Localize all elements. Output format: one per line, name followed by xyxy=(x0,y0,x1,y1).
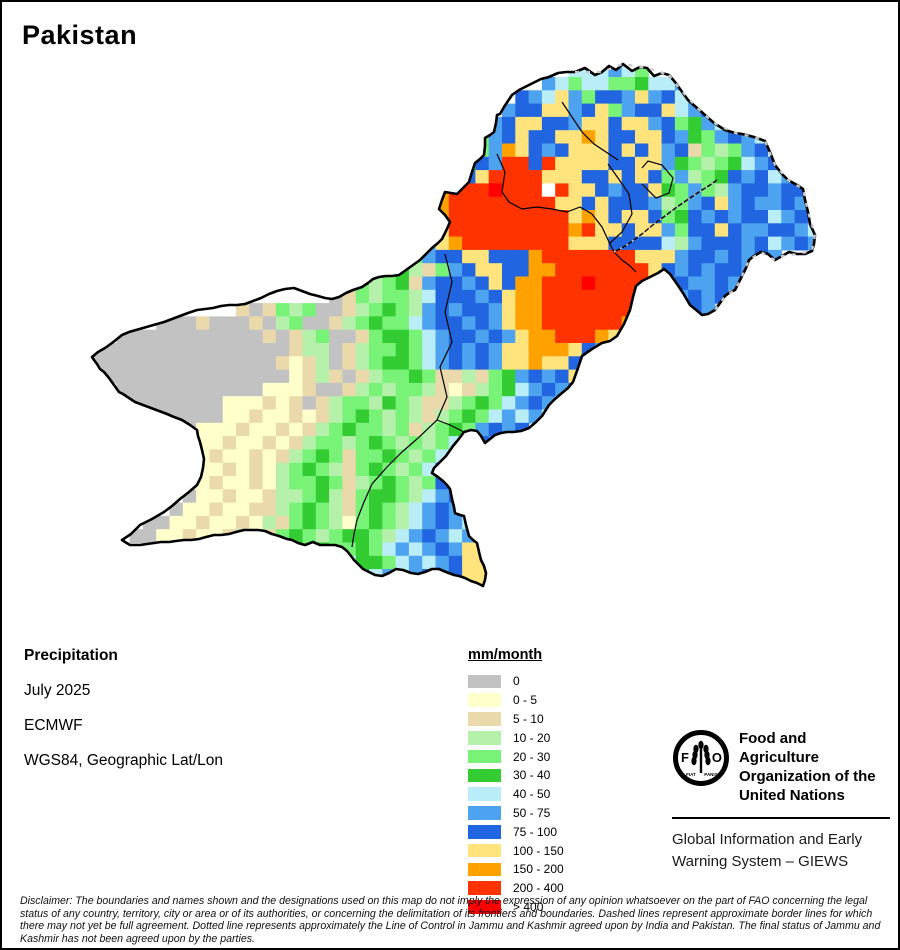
legend-item: 5 - 10 xyxy=(468,710,564,729)
legend-swatch xyxy=(468,862,501,877)
legend-label: 150 - 200 xyxy=(513,862,564,877)
disputed-border-dashes xyxy=(575,62,817,311)
legend-label: > 400 xyxy=(513,899,544,914)
legend-item: 20 - 30 xyxy=(468,747,564,766)
province-borders xyxy=(351,101,674,548)
legend-label: 20 - 30 xyxy=(513,749,551,764)
legend-swatch xyxy=(468,768,501,783)
legend-label: 75 - 100 xyxy=(513,824,558,839)
legend-swatch xyxy=(468,881,501,895)
legend-swatch xyxy=(468,712,501,726)
info-projection: WGS84, Geographic Lat/Lon xyxy=(24,752,224,769)
legend-item: 0 - 5 xyxy=(468,691,564,710)
legend-label: 30 - 40 xyxy=(513,768,551,783)
svg-text:PANIS: PANIS xyxy=(704,772,717,777)
legend-swatch xyxy=(468,900,501,914)
giews-label: Global Information and Early Warning Sys… xyxy=(672,829,890,873)
fao-org-line1: Food and Agriculture xyxy=(738,730,819,766)
legend-swatch xyxy=(468,806,501,820)
legend-swatch xyxy=(468,693,501,707)
legend-swatch xyxy=(468,825,501,839)
fao-divider xyxy=(672,817,890,819)
legend-swatch xyxy=(468,749,501,764)
legend-label: 50 - 75 xyxy=(513,805,551,820)
giews-line2: Warning System – GIEWS xyxy=(672,853,849,870)
legend-item: 200 - 400 xyxy=(468,879,564,898)
legend-label: 100 - 150 xyxy=(513,843,564,858)
info-date: July 2025 xyxy=(24,682,91,699)
giews-line1: Global Information and Early xyxy=(672,831,863,848)
legend-label: 0 - 5 xyxy=(513,693,538,708)
legend-label: 10 - 20 xyxy=(513,730,551,745)
pakistan-outline xyxy=(90,62,817,588)
legend: mm/month 0 0 - 5 5 - 10 10 - 20 20 - 30 30 - … xyxy=(468,647,564,916)
legend-swatch xyxy=(468,674,501,689)
svg-text:F: F xyxy=(681,750,689,765)
page-title: Pakistan xyxy=(22,20,138,50)
legend-label: 200 - 400 xyxy=(513,881,564,896)
fao-logo: F O FIAT PANIS xyxy=(672,730,729,786)
legend-swatch xyxy=(468,843,501,858)
info-source: ECMWF xyxy=(24,717,83,734)
legend-swatch xyxy=(468,731,501,745)
precipitation-grid xyxy=(92,64,815,586)
legend-item: 150 - 200 xyxy=(468,860,564,879)
legend-item: 40 - 50 xyxy=(468,785,564,804)
fao-org-line3: United Nations xyxy=(738,787,845,804)
info-precipitation-label: Precipitation xyxy=(24,647,118,664)
legend-item: 75 - 100 xyxy=(468,822,564,841)
legend-swatch xyxy=(468,787,501,801)
fao-block: F O FIAT PANIS Food and Agriculture Organiz… xyxy=(672,729,890,873)
legend-item: 10 - 20 xyxy=(468,728,564,747)
line-of-control xyxy=(613,179,718,253)
svg-text:O: O xyxy=(712,750,722,765)
svg-text:FIAT: FIAT xyxy=(686,772,696,777)
legend-item: 100 - 150 xyxy=(468,841,564,860)
legend-item: 30 - 40 xyxy=(468,766,564,785)
fao-org-line2: Organization of the xyxy=(738,768,876,785)
disclaimer-text: Disclaimer: The boundaries and names sho… xyxy=(20,895,881,946)
legend-label: 40 - 50 xyxy=(513,787,551,802)
legend-items: 0 0 - 5 5 - 10 10 - 20 20 - 30 30 - 40 40 - 50… xyxy=(468,672,564,916)
legend-label: 5 - 10 xyxy=(513,711,544,726)
legend-item: 50 - 75 xyxy=(468,804,564,823)
legend-title: mm/month xyxy=(468,647,543,663)
fao-org-name: Food and Agriculture Organization of the… xyxy=(739,729,890,805)
map-info-block: Precipitation July 2025 ECMWF WGS84, Geo… xyxy=(24,647,223,787)
legend-item: > 400 xyxy=(468,898,564,917)
legend-label: 0 xyxy=(513,674,520,689)
legend-item: 0 xyxy=(468,672,564,691)
